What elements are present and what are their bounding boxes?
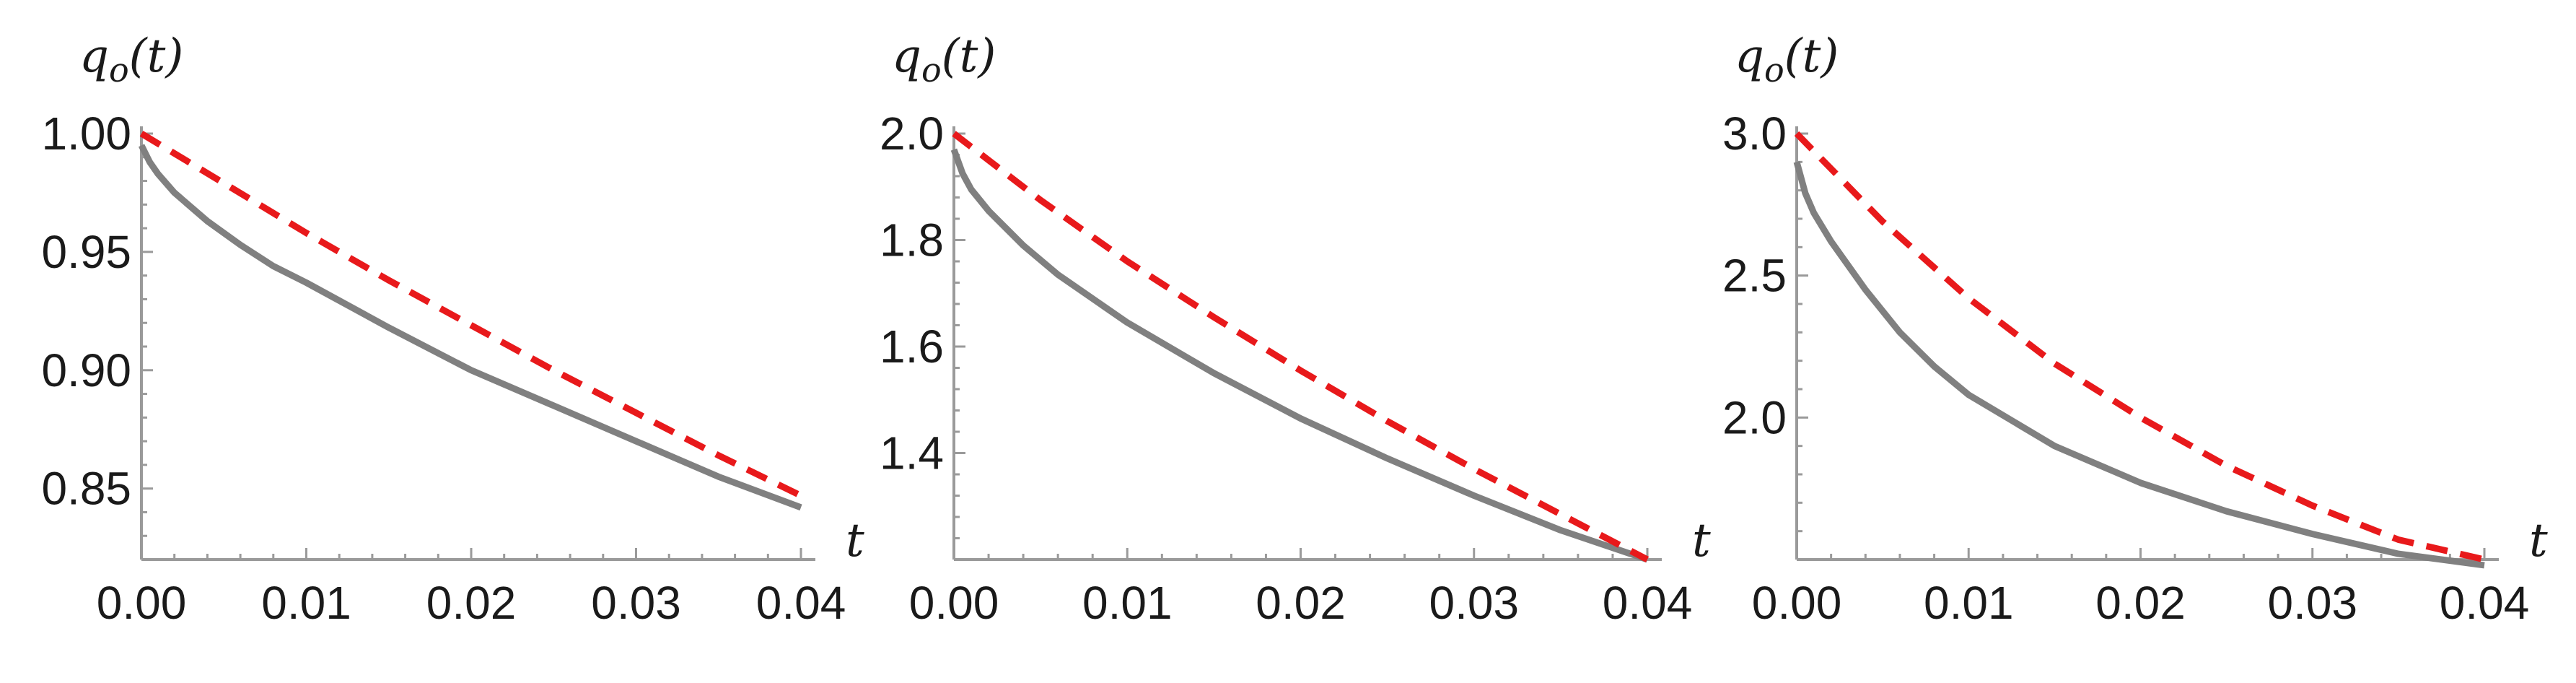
x-tick-label: 0.03 — [2267, 577, 2357, 629]
x-axis-label: t — [2529, 514, 2548, 567]
chart-1: 0.00 0.01 0.02 0.03 0.04 0.85 0.90 0.95 1.00 qo(t… — [41, 30, 864, 629]
chart-2: 0.00 0.01 0.02 0.03 0.04 1.4 1.6 1.8 2.0 qo(t) t — [880, 30, 1711, 629]
x-axis-label: t — [1692, 514, 1711, 567]
x-axis-label: t — [846, 514, 864, 567]
y-tick-label: 1.6 — [880, 321, 944, 373]
series-dashed-line — [952, 131, 1650, 562]
x-tick-label: 0.03 — [1429, 577, 1519, 629]
x-tick-label: 0.01 — [1924, 577, 2014, 629]
y-tick-label: 1.00 — [41, 108, 131, 160]
y-tick-label: 2.0 — [1722, 391, 1787, 443]
x-tick-label: 0.03 — [591, 577, 681, 629]
x-tick-label: 0.00 — [909, 577, 999, 629]
x-tick-label: 0.00 — [97, 577, 187, 629]
y-tick-label: 3.0 — [1722, 108, 1787, 160]
y-tick-label: 0.95 — [41, 226, 131, 278]
x-tick-label: 0.01 — [1082, 577, 1173, 629]
y-tick-label: 0.85 — [41, 463, 131, 515]
series-solid-line — [950, 148, 1649, 563]
y-tick-label: 0.90 — [41, 344, 131, 396]
series-solid-line — [1793, 161, 2485, 569]
x-tick-label: 0.02 — [426, 577, 517, 629]
x-tick-label: 0.04 — [1603, 577, 1693, 629]
series-dashed-line — [1794, 131, 2486, 563]
series-solid-line — [138, 144, 802, 511]
x-tick-label: 0.02 — [2095, 577, 2186, 629]
y-tick-label: 2.0 — [880, 108, 944, 160]
chart-3: 0.00 0.01 0.02 0.03 0.04 2.0 2.5 3.0 qo(t) t — [1722, 30, 2548, 629]
x-tick-label: 0.04 — [756, 577, 846, 629]
y-axis-label: qo(t) — [1735, 30, 1839, 90]
x-tick-label: 0.01 — [261, 577, 351, 629]
y-tick-label: 2.5 — [1722, 250, 1787, 302]
x-tick-label: 0.00 — [1752, 577, 1842, 629]
y-axis-label: qo(t) — [892, 30, 996, 90]
y-tick-label: 1.8 — [880, 214, 944, 266]
series-dashed-line — [139, 131, 802, 499]
y-axis-label: qo(t) — [79, 30, 183, 90]
y-tick-label: 1.4 — [880, 427, 944, 479]
x-tick-label: 0.04 — [2440, 577, 2530, 629]
x-tick-label: 0.02 — [1256, 577, 1346, 629]
